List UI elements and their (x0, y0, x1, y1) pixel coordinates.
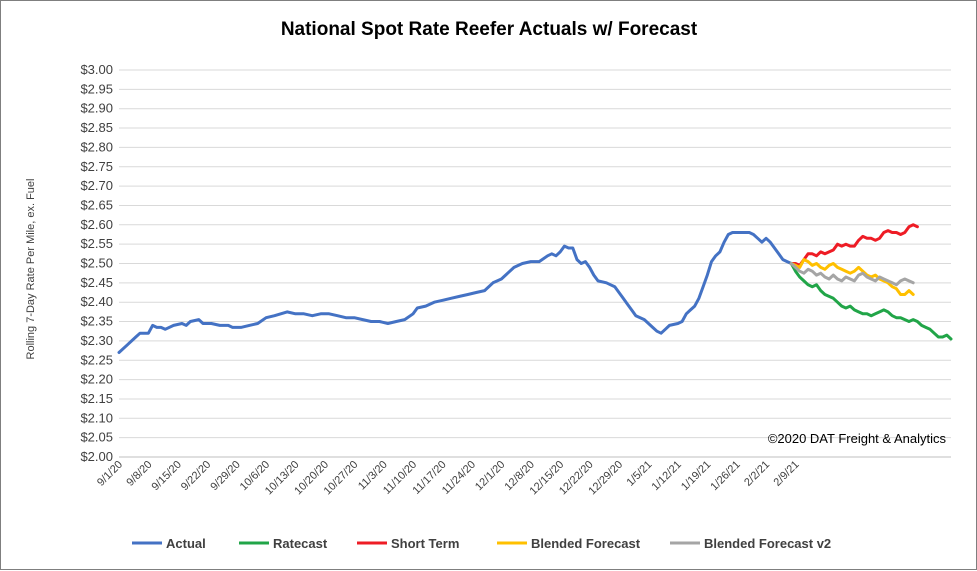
legend-label: Blended Forecast v2 (704, 536, 831, 551)
y-tick-label: $2.25 (80, 352, 113, 367)
y-tick-label: $2.35 (80, 314, 113, 329)
y-axis-label: Rolling 7-Day Rate Per Mile, ex. Fuel (25, 179, 37, 360)
series-line-short-term (789, 223, 919, 267)
y-tick-label: $2.50 (80, 256, 113, 271)
x-tick-label: 1/19/21 (679, 459, 713, 493)
series-line-blended-forecast (789, 258, 915, 296)
x-tick-label: 9/29/20 (208, 459, 242, 493)
x-tick-label: 12/1/20 (473, 459, 507, 493)
x-tick-label: 1/26/21 (708, 459, 742, 493)
y-tick-label: $2.55 (80, 236, 113, 251)
y-tick-label: $2.65 (80, 197, 113, 212)
x-tick-label: 2/9/21 (772, 459, 802, 489)
y-tick-label: $2.90 (80, 101, 113, 116)
x-tick-label: 9/15/20 (150, 459, 184, 493)
y-tick-label: $2.75 (80, 159, 113, 174)
y-axis-ticks: $3.00 $2.95 $2.90 $2.85 $2.80 $2.75 $2.70 $2.65… (80, 62, 113, 464)
series-line-ratecast (789, 262, 953, 341)
y-tick-label: $3.00 (80, 62, 113, 77)
legend-label: Short Term (391, 536, 459, 551)
y-tick-label: $2.80 (80, 139, 113, 154)
legend-label: Actual (166, 536, 206, 551)
y-tick-label: $2.70 (80, 178, 113, 193)
legend-label: Blended Forecast (531, 536, 641, 551)
legend: Actual Ratecast Short Term Blended Forecast… (132, 536, 831, 551)
y-tick-label: $2.05 (80, 430, 113, 445)
y-tick-label: $2.00 (80, 449, 113, 464)
x-axis-ticks: 9/1/20 9/8/209/15/209/22/209/29/2010/6/20… (95, 459, 802, 498)
y-tick-label: $2.85 (80, 120, 113, 135)
legend-label: Ratecast (273, 536, 328, 551)
series-line-blended-forecast-v2 (789, 262, 915, 287)
y-tick-label: $2.45 (80, 275, 113, 290)
y-tick-label: $2.60 (80, 217, 113, 232)
chart-title: National Spot Rate Reefer Actuals w/ For… (281, 19, 698, 40)
series-lines (117, 223, 953, 354)
y-tick-label: $2.10 (80, 410, 113, 425)
y-tick-label: $2.40 (80, 294, 113, 309)
x-tick-label: 1/12/21 (650, 459, 684, 493)
series-line-actual (117, 231, 793, 354)
gridlines (119, 69, 951, 458)
y-tick-label: $2.20 (80, 372, 113, 387)
copyright-annotation: ©2020 DAT Freight & Analytics (768, 431, 947, 446)
x-tick-label: 2/2/21 (742, 459, 772, 489)
y-tick-label: $2.30 (80, 333, 113, 348)
x-tick-label: 9/22/20 (179, 459, 213, 493)
y-tick-label: $2.95 (80, 81, 113, 96)
y-tick-label: $2.15 (80, 391, 113, 406)
